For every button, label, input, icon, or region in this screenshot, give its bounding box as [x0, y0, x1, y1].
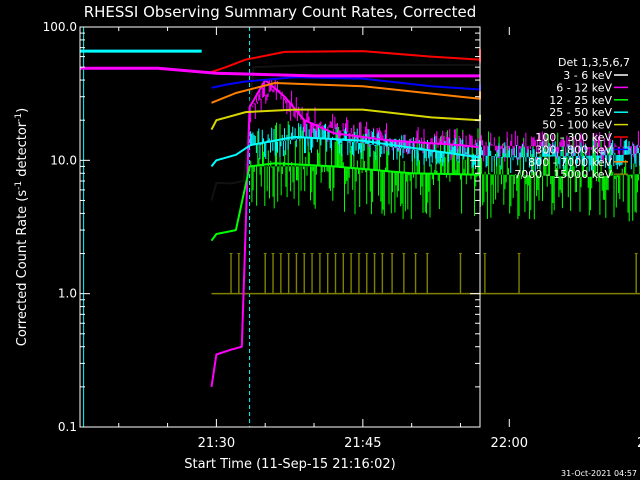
plot-frame [79, 26, 481, 428]
y-tick-label: 1.0 [58, 287, 77, 301]
legend-label: 100 - 300 keV [535, 131, 612, 144]
x-tick-label: 21:45 [344, 436, 381, 451]
y-axis-label-sup-1: -1 [14, 181, 24, 190]
chart-title: RHESSI Observing Summary Count Rates, Co… [84, 3, 477, 21]
y-axis-label-part-2: detector [15, 121, 30, 181]
legend-label: 12 - 25 keV [549, 94, 612, 107]
footer-timestamp: 31-Oct-2021 04:57 [561, 469, 637, 478]
legend-label: 6 - 12 keV [556, 81, 612, 94]
axes: 0.11.010.0100.021:3021:4522:0022:1522:30… [43, 20, 640, 451]
y-tick-label: 100.0 [43, 20, 77, 34]
y-axis-label: Corrected Count Rate (s-1 detector-1) [14, 108, 30, 346]
series-line [210, 79, 481, 388]
noise-band [250, 123, 640, 173]
x-tick-label: 22:00 [491, 436, 528, 451]
legend-label: 25 - 50 keV [549, 106, 612, 119]
y-tick-label: 0.1 [58, 420, 77, 434]
y-axis-label-part-1: Corrected Count Rate (s [15, 190, 30, 347]
legend-label: 800 - 7000 keV [528, 156, 612, 169]
y-tick-label: 10.0 [50, 153, 77, 167]
x-tick-label: 22:15 [637, 436, 640, 451]
legend-header: Det 1,3,5,6,7 [558, 56, 630, 69]
y-axis-label-sup-2: -1 [14, 113, 24, 122]
legend-label: 7000 - 15000 keV [514, 168, 612, 181]
y-axis-label-part-3: ) [15, 108, 30, 113]
legend-label: 3 - 6 keV [563, 69, 612, 82]
x-axis-label: Start Time (11-Sep-15 21:16:02) [184, 457, 395, 472]
legend-label: 300 - 800 keV [535, 143, 612, 156]
x-tick-label: 21:30 [198, 436, 235, 451]
series-line [80, 66, 480, 78]
legend-label: 50 - 100 keV [542, 119, 612, 132]
